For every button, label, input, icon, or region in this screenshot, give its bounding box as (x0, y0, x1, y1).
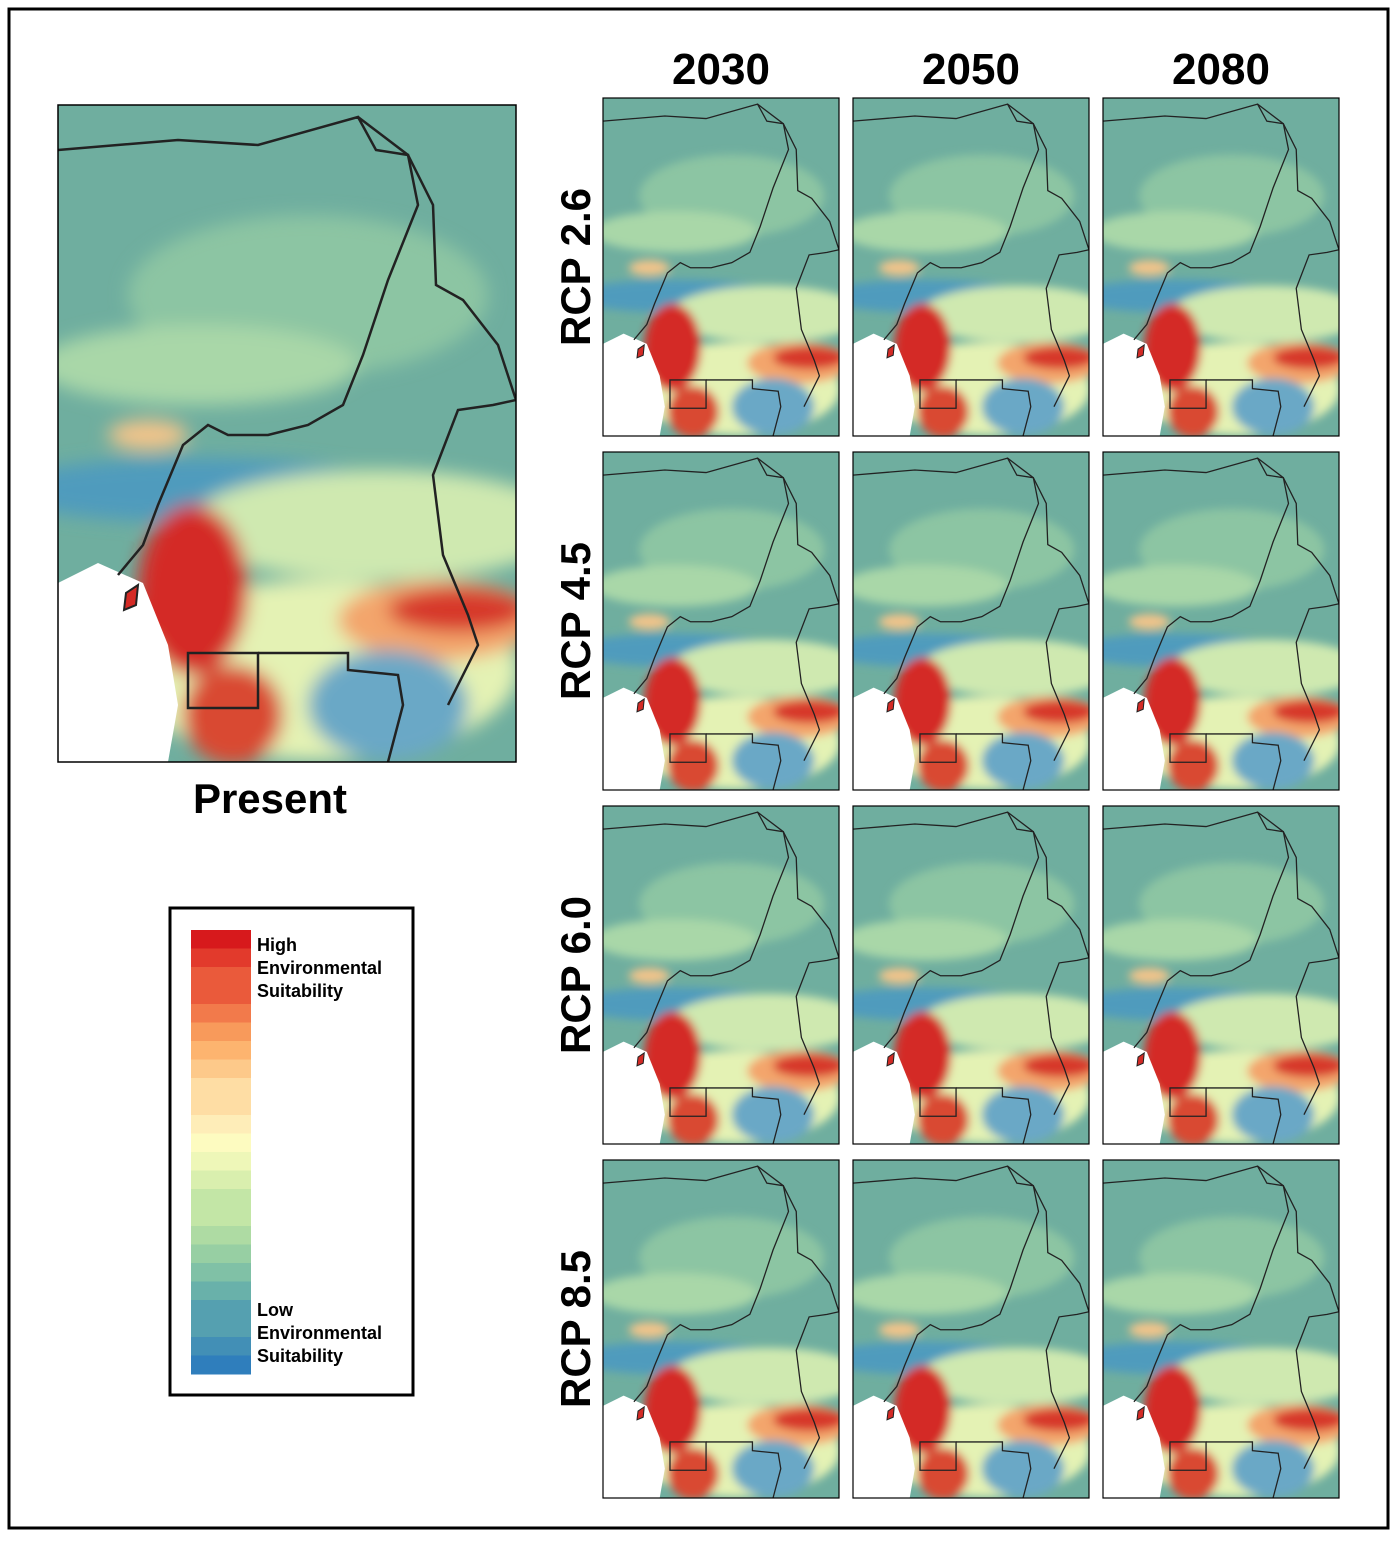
scenario-map (822, 452, 1116, 792)
present-map (0, 105, 568, 765)
legend-swatch (191, 1226, 251, 1245)
scenario-map (1072, 806, 1366, 1146)
legend-text: High (257, 935, 297, 955)
legend-swatch (191, 1023, 251, 1042)
legend-text: Low (257, 1300, 294, 1320)
legend-text: Environmental (257, 1323, 382, 1343)
legend-swatch (191, 1300, 251, 1319)
legend-swatch (191, 1319, 251, 1338)
row-label: RCP 2.6 (552, 188, 599, 346)
legend-swatch (191, 1115, 251, 1134)
column-label: 2080 (1172, 45, 1270, 94)
legend-text: Suitability (257, 1346, 343, 1366)
legend-swatch (191, 1152, 251, 1171)
scenario-map (822, 98, 1116, 438)
scenario-map (572, 1160, 866, 1500)
legend-swatch (191, 1060, 251, 1079)
legend-swatch (191, 986, 251, 1005)
legend-swatch (191, 1097, 251, 1116)
scenario-map (1072, 98, 1366, 438)
present-label: Present (193, 775, 347, 822)
legend-colorbar (191, 930, 251, 1375)
legend-swatch (191, 1337, 251, 1356)
row-label: RCP 4.5 (552, 542, 599, 700)
scenario-map (822, 806, 1116, 1146)
legend-swatch (191, 1263, 251, 1282)
legend-swatch (191, 1041, 251, 1060)
legend-swatch (191, 1282, 251, 1301)
legend-swatch (191, 1245, 251, 1264)
legend-swatch (191, 949, 251, 968)
row-label: RCP 8.5 (552, 1250, 599, 1408)
legend-swatch (191, 1078, 251, 1097)
scenario-map (822, 1160, 1116, 1500)
scenario-map (1072, 452, 1366, 792)
row-label: RCP 6.0 (552, 896, 599, 1054)
figure: Present High Environmental Suitability L… (0, 0, 1397, 1538)
scenario-map (1072, 1160, 1366, 1500)
legend-swatch (191, 1189, 251, 1208)
legend-swatch (191, 1004, 251, 1023)
page: Present High Environmental Suitability L… (0, 0, 1397, 1538)
legend-swatch (191, 1171, 251, 1190)
legend-swatch (191, 1134, 251, 1153)
legend-swatch (191, 967, 251, 986)
column-label: 2030 (672, 45, 770, 94)
scenario-map (572, 452, 866, 792)
legend-swatch (191, 1356, 251, 1375)
legend-swatch (191, 1208, 251, 1227)
column-label: 2050 (922, 45, 1020, 94)
scenario-map (572, 806, 866, 1146)
legend-text: Environmental (257, 958, 382, 978)
legend-swatch (191, 930, 251, 949)
scenario-map (572, 98, 866, 438)
legend-text: Suitability (257, 981, 343, 1001)
